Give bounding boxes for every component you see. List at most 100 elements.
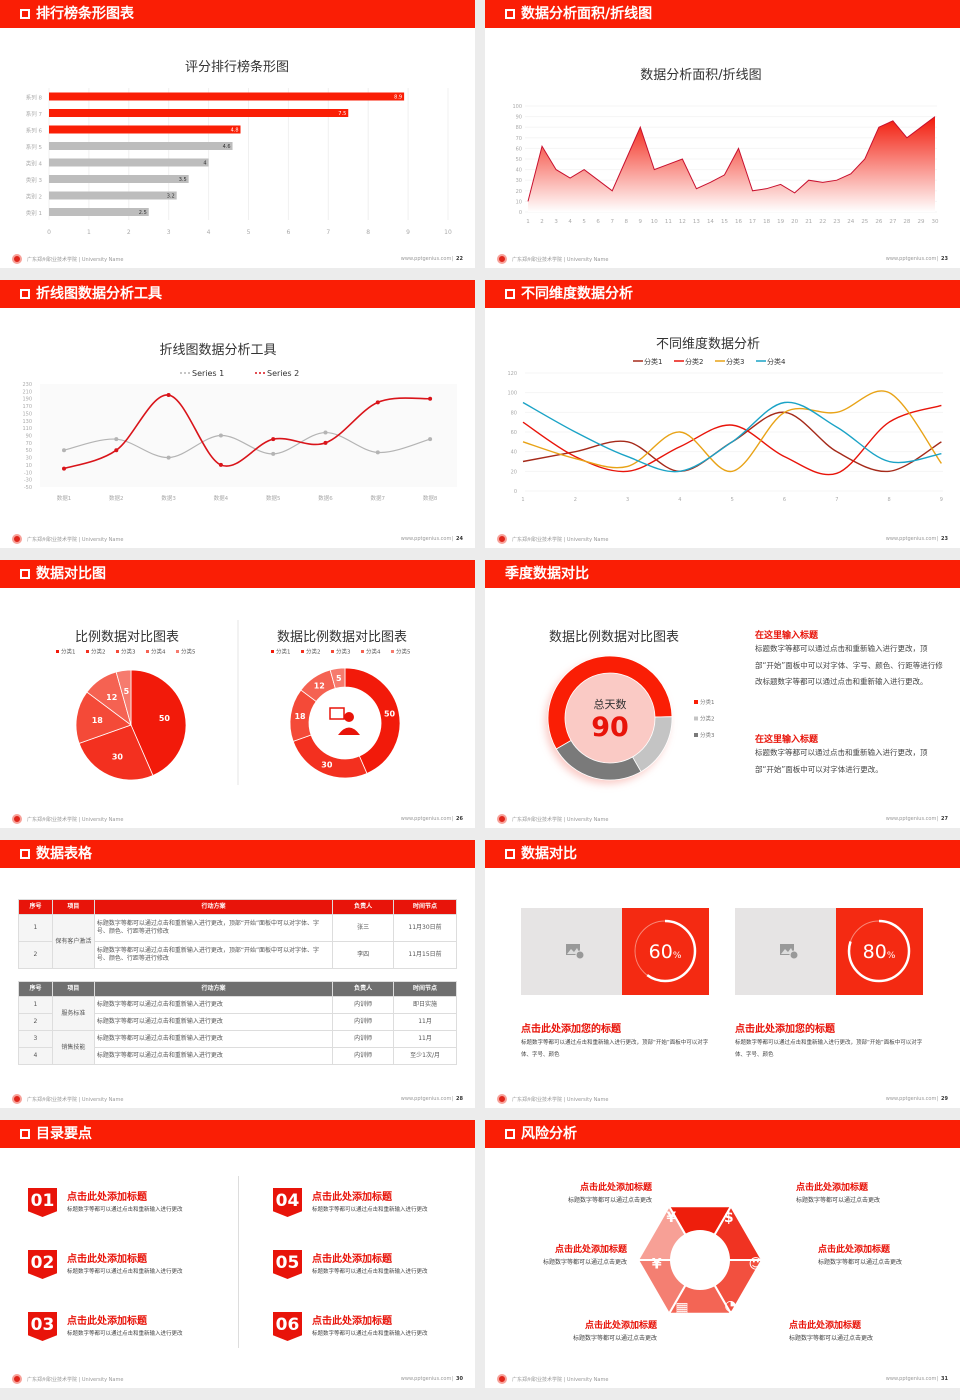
chart-title: 评分排行榜条形图 <box>184 60 290 75</box>
data-point <box>271 437 276 442</box>
slide-title: 数据对比 <box>521 846 577 862</box>
item-title[interactable]: 点击此处添加标题 <box>312 1316 392 1327</box>
x-tick-label: 6 <box>286 229 290 236</box>
school-name: 广东郑州职业技术学院 | University Name <box>27 256 124 263</box>
x-tick-label: 9 <box>406 229 410 236</box>
legend-label: 分类1 <box>700 698 715 706</box>
school-logo-icon <box>12 254 22 264</box>
x-tick-label: 24 <box>847 219 854 225</box>
slide-header: 数据分析面积/折线图 <box>485 0 960 28</box>
data-point <box>428 396 433 401</box>
school-name: 广东郑州职业技术学院 | University Name <box>27 1096 124 1103</box>
pie-chart-icon: ◔ <box>724 1298 736 1314</box>
y-tick-label: 0 <box>514 489 517 495</box>
slide-header: 数据表格 <box>0 840 475 868</box>
risk-text: 标题数字等都可以通过点击更改 <box>567 1197 652 1204</box>
risk-title[interactable]: 点击此处添加标题 <box>584 1321 657 1331</box>
school-logo-icon <box>12 534 22 544</box>
slide-1: 排行榜条形图表 广东郑州职业技术学院 | University Name www.p… <box>0 0 475 268</box>
table-row: 2 标题数字等都可以通过点击和重新输入进行更改，顶部“开始”面板中可以对字体、字号… <box>18 941 457 969</box>
y-tick-label: 150 <box>22 411 32 417</box>
x-tick-label: 4 <box>207 229 211 236</box>
y-tick-label: 130 <box>22 419 32 425</box>
column-header: 行动方案 <box>93 981 334 997</box>
risk-title[interactable]: 点击此处添加标题 <box>789 1321 862 1331</box>
risk-text: 标题数字等都可以通过点击更改 <box>818 1259 903 1266</box>
page-number: 29 <box>941 1096 948 1102</box>
y-tick-label: 60 <box>516 146 522 152</box>
chart-title: 数据比例数据对比图表 <box>276 630 408 645</box>
risk-title[interactable]: 点击此处添加标题 <box>579 1183 652 1193</box>
legend-label: 分类3 <box>726 357 744 366</box>
category-label: 系列 6 <box>26 127 43 135</box>
x-tick-label: 数据2 <box>109 494 124 502</box>
legend-label: 分类3 <box>121 648 136 656</box>
item-text: 标题数字等都可以通过点击和重新输入进行更改 <box>67 1207 183 1213</box>
slice-label: 5 <box>124 687 130 696</box>
cell-index: 4 <box>18 1047 53 1065</box>
number-badge: 05 <box>273 1250 302 1279</box>
y-tick-label: 0 <box>519 210 522 216</box>
risk-title[interactable]: 点击此处添加标题 <box>554 1245 627 1255</box>
data-label: 4 <box>203 161 206 167</box>
slice-label: 50 <box>159 714 171 723</box>
item-title[interactable]: 点击此处添加标题 <box>67 1192 147 1203</box>
website-link[interactable]: www.pptgenius.com <box>400 1376 452 1382</box>
x-tick-label: 6 <box>596 219 600 225</box>
website-link[interactable]: www.pptgenius.com <box>400 256 452 262</box>
item-title[interactable]: 点击此处添加标题 <box>312 1254 392 1265</box>
school-name: 广东郑州职业技术学院 | University Name <box>27 536 124 543</box>
cell-owner: 内训师 <box>332 1013 395 1031</box>
x-tick-label: 数据4 <box>214 494 229 502</box>
y-tick-label: -30 <box>24 478 32 484</box>
item-title[interactable]: 点击此处添加标题 <box>67 1316 147 1327</box>
x-tick-label: 7 <box>610 219 614 225</box>
card-text: 标题数字等都可以通过点击和重新输入进行更改，顶部“开始”面板中可以对字体、字号、… <box>521 1040 709 1058</box>
page-number: 26 <box>456 816 463 822</box>
x-tick-label: 17 <box>749 219 756 225</box>
x-tick-label: 8 <box>888 497 891 503</box>
category-label: 系列 7 <box>26 110 43 118</box>
card-title: 点击此处添加您的标题 <box>735 1024 835 1035</box>
x-tick-label: 数据7 <box>371 494 386 502</box>
item-title[interactable]: 点击此处添加标题 <box>67 1254 147 1265</box>
data-table: 序号 项目 行动方案 负责人 时间节点 1 保有客户激活 标题数字等都可以通过点击和重新输入进… <box>18 899 457 969</box>
slice-label: 12 <box>314 681 325 690</box>
cell-index: 2 <box>18 941 53 969</box>
category-label: 系列 5 <box>26 143 43 151</box>
item-text: 标题数字等都可以通过点击和重新输入进行更改 <box>67 1269 183 1275</box>
risk-text: 标题数字等都可以通过点击更改 <box>572 1335 657 1342</box>
website-link[interactable]: www.pptgenius.com <box>400 536 452 542</box>
table-row: 1 服务标准 标题数字等都可以通过点击和重新输入进行更改 内训师 即日实施 <box>18 996 457 1031</box>
data-point <box>323 440 328 445</box>
pie-slice <box>292 734 368 779</box>
x-tick-label: 18 <box>763 219 770 225</box>
risk-title[interactable]: 点击此处添加标题 <box>796 1183 869 1193</box>
x-tick-label: 28 <box>903 219 910 225</box>
cell-project: 服务标准 <box>51 996 95 1031</box>
area-fill <box>528 116 935 212</box>
risk-title[interactable]: 点击此处添加标题 <box>818 1245 891 1255</box>
chart-svg: 0 1 2 3 4 5 6 7 8 9 10 类别 1 2.5 类别 2 3.2 类别 3 3.5 类别 4 4 系列… <box>26 88 452 236</box>
x-tick-label: 10 <box>651 219 658 225</box>
x-tick-label: 数据5 <box>266 494 281 502</box>
school-name: 广东郑州职业技术学院 | University Name <box>512 1096 609 1103</box>
item-title[interactable]: 点击此处添加标题 <box>312 1192 392 1203</box>
chart-svg: 0 20 40 60 80 100 120 1 2 3 4 5 6 7 8 9 分类1 分类2 分类3 分类4 <box>507 357 943 503</box>
table-row: 4 标题数字等都可以通过点击和重新输入进行更改 内训师 至少1次/月 <box>18 1047 457 1065</box>
data-label: 3.2 <box>167 194 175 200</box>
slide-header: 数据对比图 <box>0 560 475 588</box>
website-link[interactable]: www.pptgenius.com <box>885 536 937 542</box>
website-link[interactable]: www.pptgenius.com <box>885 1376 937 1382</box>
slide-footer: 广东郑州职业技术学院 | University Name www.pptgeniu… <box>12 533 463 545</box>
data-label: 4.8 <box>231 128 239 134</box>
website-link[interactable]: www.pptgenius.com <box>885 1096 937 1102</box>
website-link[interactable]: www.pptgenius.com <box>400 816 452 822</box>
website-link[interactable]: www.pptgenius.com <box>885 816 937 822</box>
legend-swatch <box>694 700 698 704</box>
website-link[interactable]: www.pptgenius.com <box>400 1096 452 1102</box>
money-bag-icon: ¥ <box>666 1210 676 1226</box>
item-text: 标题数字等都可以通过点击和重新输入进行更改 <box>312 1207 428 1213</box>
x-tick-label: 3 <box>626 497 629 503</box>
website-link[interactable]: www.pptgenius.com <box>885 256 937 262</box>
